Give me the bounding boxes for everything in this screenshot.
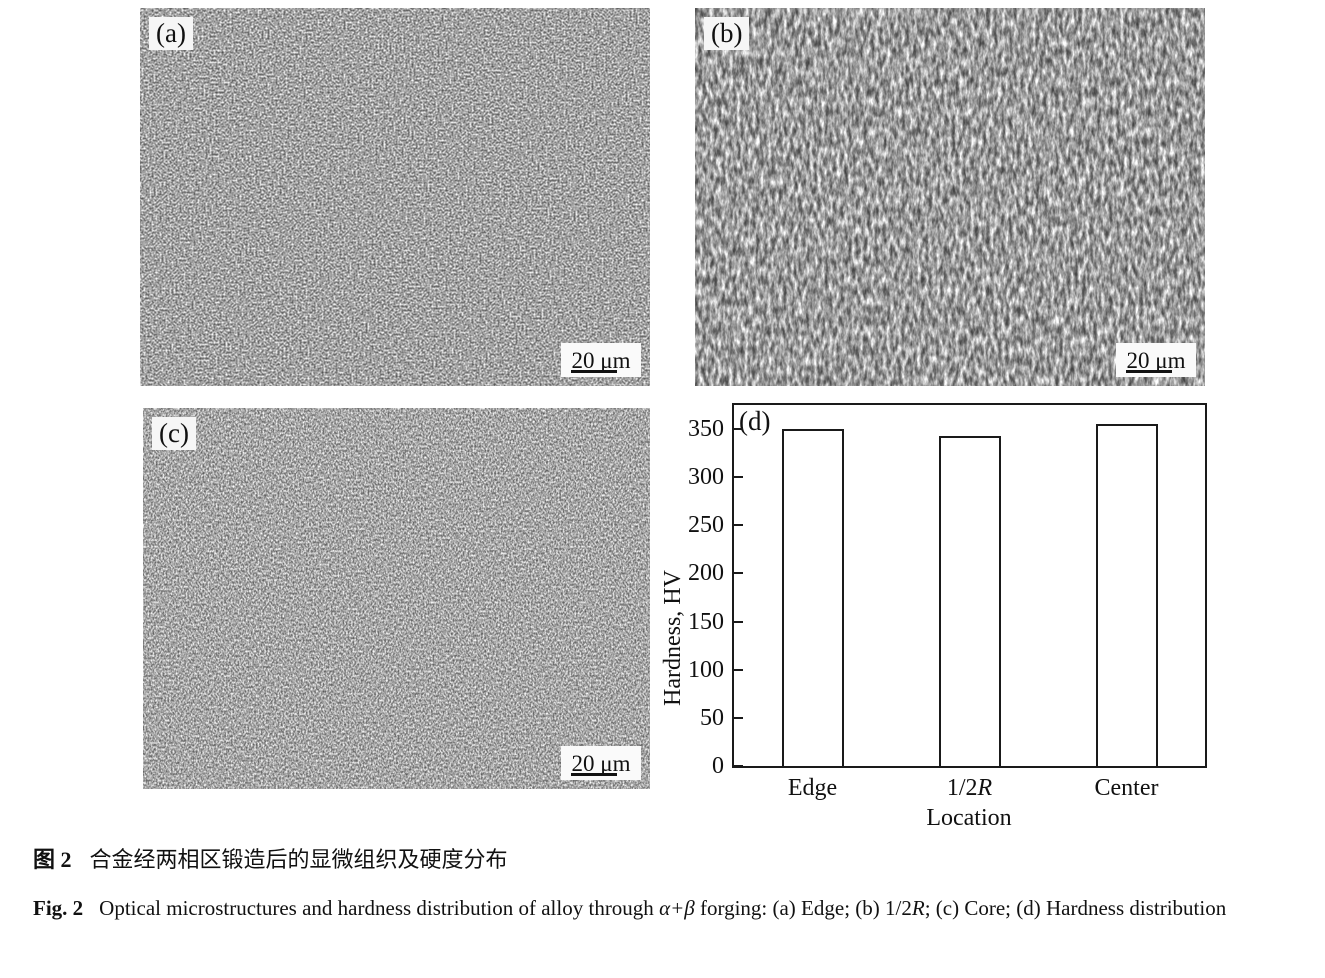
- caption-en-text: Optical microstructures and hardness dis…: [99, 896, 660, 920]
- y-tick-label: 250: [688, 512, 724, 539]
- caption-chinese: 图 2 合金经两相区锻造后的显微组织及硬度分布: [33, 845, 508, 875]
- caption-zh-text: 合金经两相区锻造后的显微组织及硬度分布: [89, 847, 508, 872]
- y-tick-label: 200: [688, 560, 724, 587]
- caption-english: Fig. 2 Optical microstructures and hardne…: [33, 896, 1227, 920]
- y-tick-label: 150: [688, 608, 724, 635]
- hardness-chart: Hardness, HV (d) Location 0 50 100 150 200 25…: [640, 395, 1225, 840]
- micrograph-texture-c: [143, 408, 650, 789]
- scale-bar-label: 20 μm: [1126, 347, 1186, 373]
- scale-bar-label: 20 μm: [571, 347, 631, 373]
- x-tick-label: Edge: [787, 775, 838, 801]
- y-tick: [734, 476, 743, 479]
- y-tick-label: 0: [712, 753, 724, 779]
- y-tick: [734, 765, 743, 767]
- bar-center: [1095, 424, 1158, 766]
- scale-bar-b: 20 μm: [1116, 343, 1196, 377]
- panel-label-b: (b): [704, 17, 750, 50]
- x-tick-label: 1/2R: [946, 775, 993, 801]
- micrograph-panel-b: (b) 20 μm: [695, 8, 1205, 386]
- y-tick: [734, 668, 743, 671]
- y-tick: [734, 524, 743, 527]
- micrograph-panel-a: (a) 20 μm: [140, 8, 650, 386]
- bar-edge: [781, 429, 844, 766]
- scale-bar-line: [1126, 369, 1172, 373]
- micrograph-texture-a: [140, 8, 650, 386]
- panel-label-a: (a): [149, 17, 193, 50]
- micrograph-panel-c: (c) 20 μm: [143, 408, 650, 789]
- scale-bar-line: [571, 369, 617, 373]
- scale-bar-a: 20 μm: [561, 343, 641, 377]
- y-tick-label: 100: [688, 656, 724, 683]
- scale-bar-label: 20 μm: [571, 750, 631, 776]
- panel-label-d: (d): [739, 406, 771, 436]
- x-tick-label: Center: [1094, 775, 1159, 801]
- chart-plot-area: (d): [732, 403, 1207, 768]
- panel-label-c: (c): [152, 417, 196, 450]
- caption-zh-figure-label: 图 2: [33, 847, 72, 872]
- y-tick: [734, 428, 743, 431]
- scale-bar-c: 20 μm: [561, 746, 641, 780]
- y-tick-label: 350: [688, 416, 724, 443]
- bar-1-2r: [938, 435, 1001, 766]
- y-tick: [734, 716, 743, 719]
- micrograph-texture-b: [695, 8, 1205, 386]
- y-tick-label: 300: [688, 464, 724, 491]
- x-axis-title: Location: [926, 805, 1012, 831]
- y-tick: [734, 620, 743, 623]
- scale-bar-line: [571, 772, 617, 776]
- y-tick: [734, 572, 743, 575]
- y-tick-label: 50: [700, 704, 724, 731]
- caption-en-figure-label: Fig. 2: [33, 896, 84, 920]
